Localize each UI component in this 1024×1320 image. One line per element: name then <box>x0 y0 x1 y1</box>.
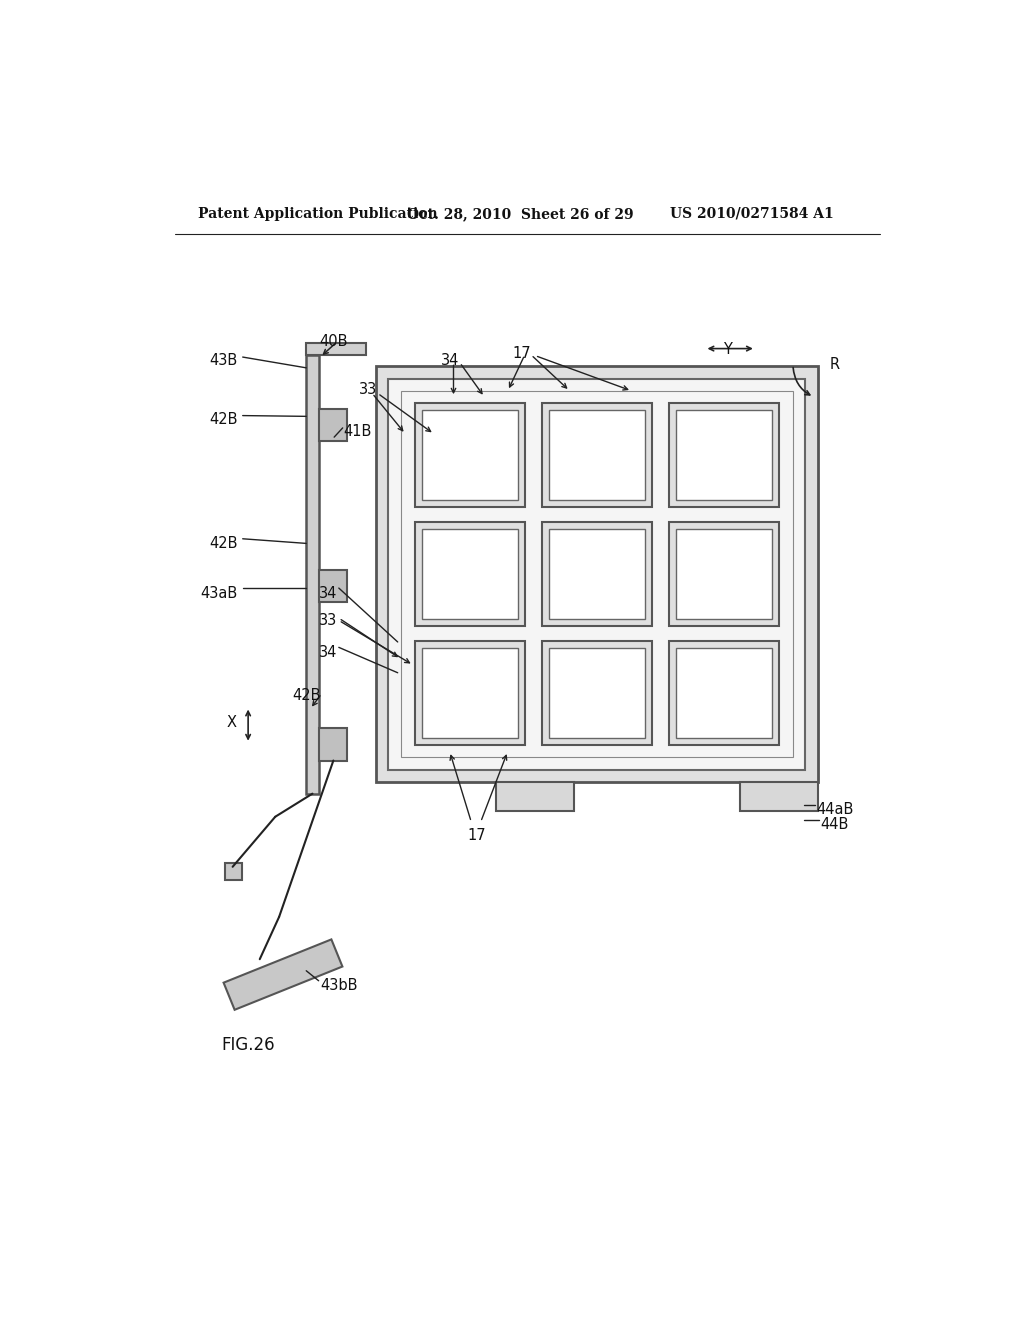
Bar <box>542 523 652 626</box>
Bar <box>319 729 347 760</box>
Text: 17: 17 <box>467 829 486 843</box>
Bar <box>306 343 366 355</box>
Text: 43bB: 43bB <box>321 978 357 994</box>
Text: 43aB: 43aB <box>201 586 238 601</box>
Text: 42B: 42B <box>210 536 238 550</box>
Bar <box>415 642 524 744</box>
Bar <box>225 863 242 880</box>
Bar <box>306 355 319 793</box>
Text: 42B: 42B <box>210 412 238 428</box>
Bar <box>319 409 347 441</box>
Bar <box>376 367 818 781</box>
Polygon shape <box>223 940 342 1010</box>
Text: FIG.26: FIG.26 <box>221 1036 274 1055</box>
Text: Oct. 28, 2010  Sheet 26 of 29: Oct. 28, 2010 Sheet 26 of 29 <box>407 207 634 220</box>
Bar <box>549 411 645 500</box>
Bar <box>676 529 772 619</box>
Bar <box>388 379 805 770</box>
Text: 34: 34 <box>318 586 337 601</box>
Text: 40B: 40B <box>319 334 347 348</box>
Bar <box>669 404 779 507</box>
Bar <box>415 523 524 626</box>
Text: R: R <box>829 358 840 372</box>
Text: 44aB: 44aB <box>816 803 854 817</box>
Text: US 2010/0271584 A1: US 2010/0271584 A1 <box>671 207 835 220</box>
Text: 17: 17 <box>512 346 531 360</box>
Bar <box>422 529 518 619</box>
Bar <box>676 411 772 500</box>
Bar <box>422 648 518 738</box>
Text: 42B: 42B <box>292 688 321 704</box>
Text: X: X <box>226 715 237 730</box>
Text: Patent Application Publication: Patent Application Publication <box>198 207 437 220</box>
Bar <box>496 781 573 812</box>
Text: 43B: 43B <box>210 354 238 368</box>
Text: 33: 33 <box>359 381 378 397</box>
Bar <box>669 523 779 626</box>
Bar <box>415 404 524 507</box>
Bar <box>319 570 347 602</box>
Bar <box>549 529 645 619</box>
Bar <box>400 391 793 758</box>
Text: 34: 34 <box>318 645 337 660</box>
Bar <box>549 648 645 738</box>
Bar <box>542 404 652 507</box>
Bar <box>542 642 652 744</box>
Text: Y: Y <box>723 342 732 356</box>
Bar <box>676 648 772 738</box>
Bar <box>669 642 779 744</box>
Text: 41B: 41B <box>343 424 372 440</box>
Text: 34: 34 <box>440 354 459 368</box>
Text: 33: 33 <box>319 612 337 628</box>
Text: 44B: 44B <box>820 817 849 832</box>
Bar <box>740 781 818 812</box>
Bar <box>422 411 518 500</box>
